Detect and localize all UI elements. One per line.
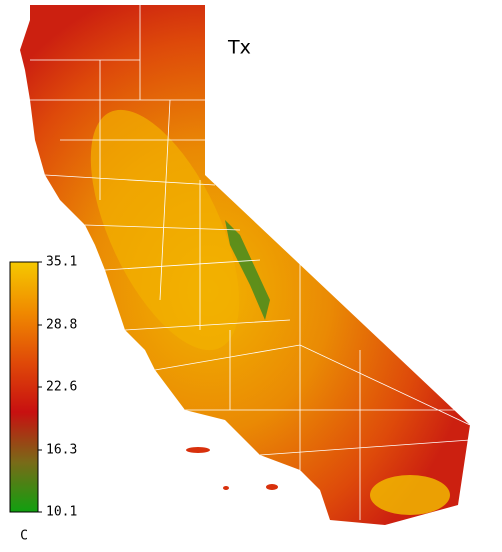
colorbar-tick-label: 35.1 (46, 255, 77, 270)
colorbar-tick-label: 16.3 (46, 443, 77, 458)
colorbar-unit: C (20, 529, 28, 544)
colorbar-tick-label: 22.6 (46, 380, 77, 395)
county-lines (30, 5, 471, 520)
colorbar-tick-label: 10.1 (46, 505, 77, 520)
state (20, 5, 471, 525)
island (186, 447, 210, 453)
sierra (225, 220, 270, 320)
island (223, 486, 229, 490)
central-valley (90, 109, 240, 351)
colorbar-tick-label: 28.8 (46, 318, 77, 333)
map-title: Tx (227, 37, 251, 59)
colorbar (9, 261, 39, 513)
island (266, 484, 278, 490)
desert (370, 475, 450, 515)
